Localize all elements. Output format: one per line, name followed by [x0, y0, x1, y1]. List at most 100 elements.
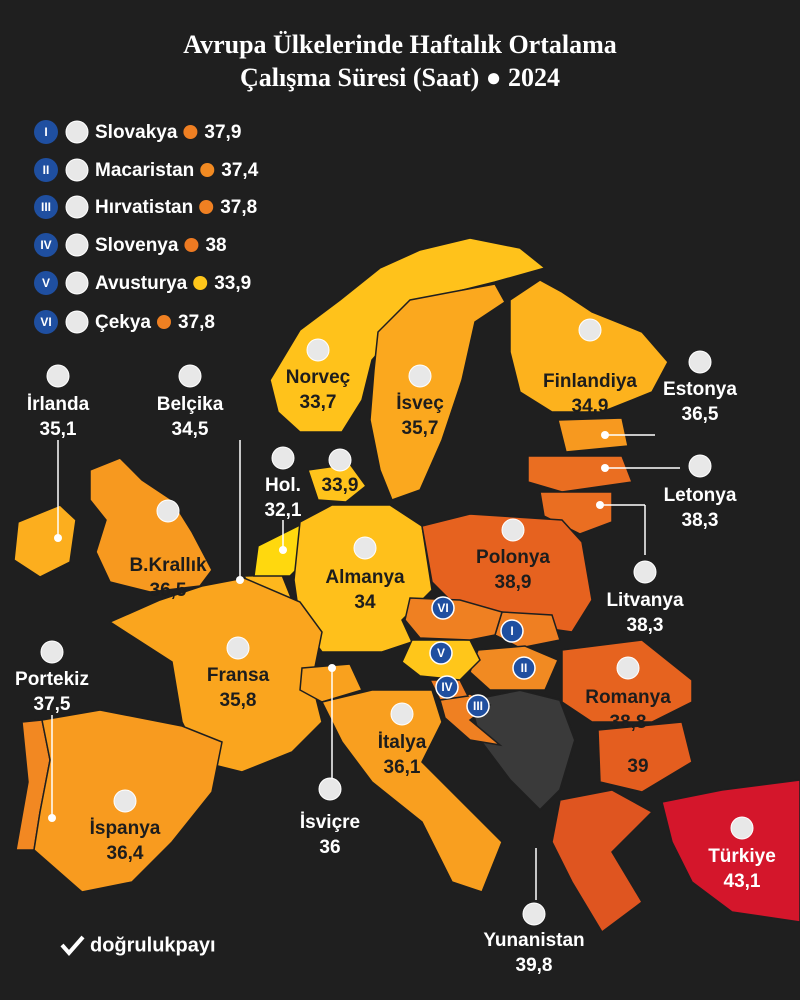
numeral-badge [429, 641, 453, 665]
country-name: Belçika [157, 394, 224, 415]
country-name: İtalya [378, 732, 427, 753]
flag [65, 310, 89, 334]
country-value: 36,5 [682, 404, 719, 425]
country-shape [299, 663, 364, 703]
flag [40, 640, 64, 664]
legend-value: 33,9 [214, 273, 251, 294]
flag [178, 364, 202, 388]
numeral: V [437, 646, 445, 660]
country-value: 36,5 [150, 580, 187, 601]
flag [65, 195, 89, 219]
flag [328, 448, 352, 472]
numeral-badge [34, 233, 58, 257]
numeral-badge [512, 656, 536, 680]
logo-check [60, 935, 85, 957]
numeral-badge [34, 120, 58, 144]
numeral: V [42, 276, 50, 290]
numeral-badge [34, 271, 58, 295]
legend-name: Hırvatistan [95, 197, 193, 218]
legend-value: 37,9 [204, 122, 241, 143]
flag [688, 454, 712, 478]
numeral-badge [34, 310, 58, 334]
numeral: IV [40, 238, 51, 252]
country-name: Litvanya [606, 590, 684, 611]
country-name: Portekiz [15, 669, 89, 690]
country-shape [597, 721, 693, 793]
country-value: 36 [319, 837, 340, 858]
flag [156, 499, 180, 523]
balkans-no-data [468, 688, 577, 812]
country-name: B.Krallık [129, 555, 207, 576]
country-shape [108, 577, 323, 773]
value-dot [193, 276, 208, 290]
country-name: İrlanda [27, 394, 90, 415]
numeral-badge [34, 158, 58, 182]
country-value: 35,7 [402, 418, 439, 439]
country-value: 35,8 [220, 690, 257, 711]
flag [688, 350, 712, 374]
country-shape [13, 504, 77, 578]
country-value: 43,1 [724, 871, 761, 892]
country-value: 34,5 [172, 419, 209, 440]
country-value: 36,4 [107, 843, 144, 864]
country-name: Polonya [476, 547, 550, 568]
country-value: 32,1 [265, 500, 302, 521]
country-value: 38,8 [610, 712, 647, 733]
leader-dot [279, 546, 287, 554]
value-dot [157, 315, 171, 329]
value-dot [184, 238, 199, 252]
flag [633, 560, 657, 584]
legend-value: 37,8 [220, 197, 257, 218]
country-shape [551, 789, 654, 934]
country-value: 38,9 [495, 572, 532, 593]
country-value: 33,7 [300, 392, 337, 413]
country-shape [320, 689, 503, 893]
flag [522, 902, 546, 926]
country-value: 36,1 [384, 757, 421, 778]
legend-value: 37,4 [221, 160, 258, 181]
legend-value: 38 [205, 235, 226, 256]
flag [65, 158, 89, 182]
legend-name: Çekya [95, 312, 151, 333]
legend-name: Macaristan [95, 160, 194, 181]
leader-dot [601, 431, 609, 439]
value-dot [199, 200, 214, 214]
flag [730, 816, 754, 840]
numeral: III [41, 200, 51, 214]
country-name: İsveç [396, 393, 444, 414]
brand: doğrulukpayı [90, 934, 216, 956]
numeral: III [473, 699, 483, 713]
country-shape [661, 779, 800, 923]
title: Çalışma Süresi (Saat) ● 2024 [240, 63, 560, 92]
country-name: İspanya [90, 818, 161, 839]
flag [65, 271, 89, 295]
legend-name: Slovakya [95, 122, 178, 143]
flag [306, 338, 330, 362]
legend-value: 37,8 [178, 312, 215, 333]
flag [271, 446, 295, 470]
leader-dot [48, 814, 56, 822]
legend-name: Avusturya [95, 273, 188, 294]
country-name: Türkiye [708, 846, 776, 867]
country-value: 34 [354, 592, 376, 613]
numeral: I [44, 125, 47, 139]
numeral-badge [431, 596, 455, 620]
country-name: Almanya [325, 567, 405, 588]
country-value: 33,9 [322, 475, 359, 496]
country-name: Fransa [207, 665, 270, 686]
flag [65, 120, 89, 144]
numeral: II [43, 163, 50, 177]
numeral: I [510, 624, 513, 638]
country-name: Norveç [286, 367, 351, 388]
numeral-badge [34, 195, 58, 219]
leader-dot [328, 664, 336, 672]
numeral-badge [500, 619, 524, 643]
country-name: Hol. [265, 475, 301, 496]
flag [46, 364, 70, 388]
country-shape [557, 417, 629, 453]
numeral-badge [435, 675, 459, 699]
flag [390, 702, 414, 726]
country-shape [369, 283, 506, 501]
flag [616, 656, 640, 680]
